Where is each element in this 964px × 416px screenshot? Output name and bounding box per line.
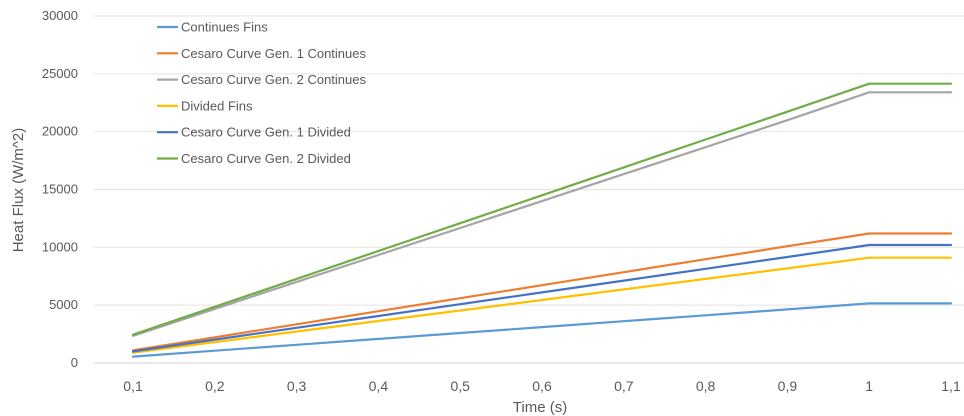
x-tick-label: 0,2 xyxy=(205,378,225,394)
x-tick-label: 0,8 xyxy=(696,378,716,394)
y-tick-label: 25000 xyxy=(42,66,78,81)
series-line xyxy=(131,91,953,337)
series-lines xyxy=(131,82,953,358)
x-tick-label: 1,1 xyxy=(941,378,961,394)
legend-label: Cesaro Curve Gen. 1 Continues xyxy=(181,46,366,61)
series-line xyxy=(131,243,953,353)
x-axis-ticks: 0,1 0,2 0,3 0,4 0,5 0,6 0,7 0,8 0,9 1 1,1 xyxy=(123,378,961,394)
legend-label: Cesaro Curve Gen. 2 Divided xyxy=(181,151,351,166)
x-tick-label: 0,4 xyxy=(369,378,389,394)
legend-label: Continues Fins xyxy=(181,20,268,35)
y-tick-label: 5000 xyxy=(49,297,78,312)
series-line xyxy=(131,232,953,352)
x-tick-label: 0,1 xyxy=(123,378,143,394)
series-line xyxy=(131,82,953,336)
y-tick-label: 0 xyxy=(71,355,78,370)
x-axis-title: Time (s) xyxy=(513,399,567,416)
gridlines xyxy=(94,15,964,364)
x-tick-label: 0,9 xyxy=(778,378,798,394)
y-tick-label: 30000 xyxy=(42,8,78,23)
series-line xyxy=(131,302,953,358)
x-tick-label: 0,3 xyxy=(287,378,307,394)
x-tick-label: 0,7 xyxy=(614,378,634,394)
x-tick-label: 1 xyxy=(865,378,873,394)
series-line xyxy=(131,256,953,354)
legend-label: Cesaro Curve Gen. 1 Divided xyxy=(181,125,351,140)
legend-label: Divided Fins xyxy=(181,98,253,113)
y-axis-title: Heat Flux (W/m^2) xyxy=(10,128,27,253)
legend-label: Cesaro Curve Gen. 2 Continues xyxy=(181,72,366,87)
x-tick-label: 0,5 xyxy=(450,378,470,394)
legend: Continues Fins Cesaro Curve Gen. 1 Contin… xyxy=(157,20,366,166)
y-tick-label: 20000 xyxy=(42,124,78,139)
y-axis-ticks: 0 5000 10000 15000 20000 25000 30000 xyxy=(42,8,78,370)
x-tick-label: 0,6 xyxy=(532,378,552,394)
y-tick-label: 10000 xyxy=(42,239,78,254)
y-tick-label: 15000 xyxy=(42,182,78,197)
